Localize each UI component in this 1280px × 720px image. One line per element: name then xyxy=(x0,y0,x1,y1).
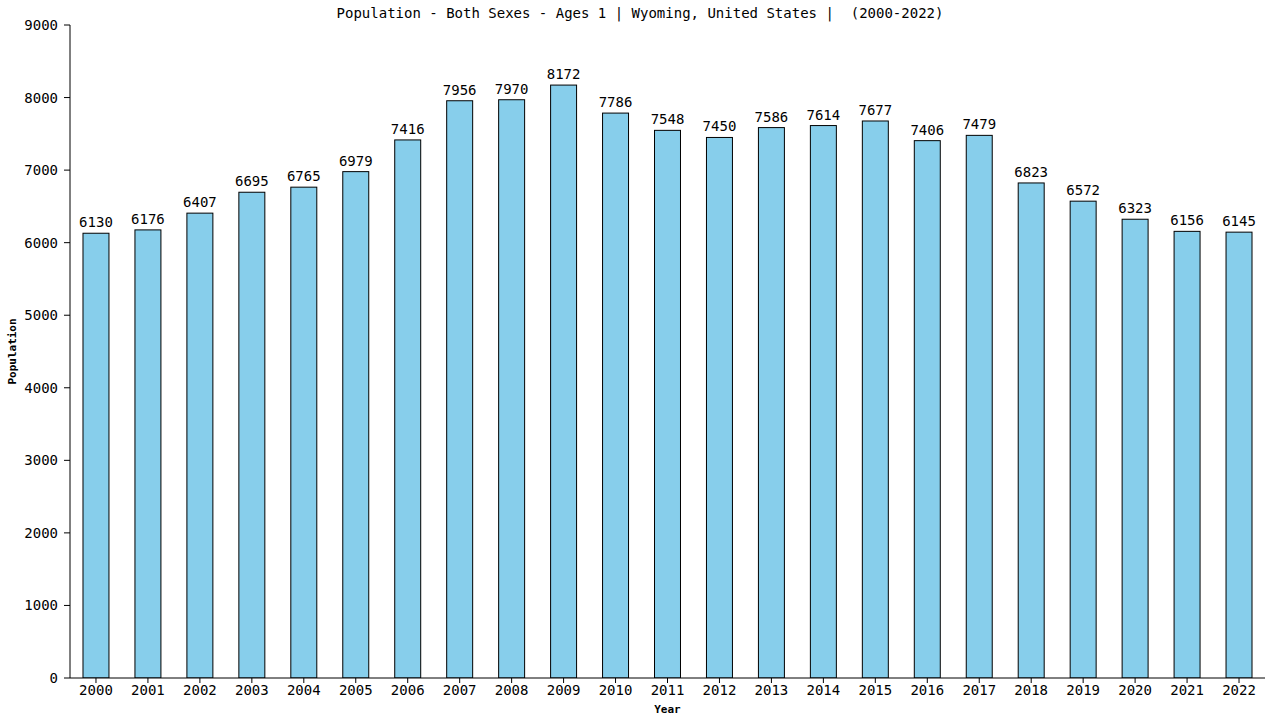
x-tick-label: 2021 xyxy=(1170,682,1204,698)
y-tick xyxy=(64,170,70,171)
y-tick-label: 0 xyxy=(50,670,58,686)
bar xyxy=(135,230,161,678)
bar xyxy=(758,128,784,678)
data-label: 7548 xyxy=(651,111,685,127)
y-tick xyxy=(64,678,70,679)
y-tick xyxy=(64,25,70,26)
data-label: 7970 xyxy=(495,81,529,97)
x-axis xyxy=(70,678,1265,679)
y-tick-label: 1000 xyxy=(24,597,58,613)
x-tick-label: 2016 xyxy=(910,682,944,698)
bar xyxy=(447,101,473,678)
x-tick-label: 2000 xyxy=(79,682,113,698)
bar xyxy=(343,172,369,678)
data-label: 6323 xyxy=(1118,200,1152,216)
bar xyxy=(1174,231,1200,678)
data-label: 7416 xyxy=(391,121,425,137)
bars xyxy=(83,85,1252,678)
x-axis-label: Year xyxy=(654,703,681,716)
bar xyxy=(810,126,836,678)
bar xyxy=(655,130,681,678)
data-label: 8172 xyxy=(547,66,581,82)
data-label: 6156 xyxy=(1170,212,1204,228)
data-label: 7614 xyxy=(807,107,841,123)
data-label: 6145 xyxy=(1222,213,1256,229)
bar xyxy=(862,121,888,678)
y-tick-label: 7000 xyxy=(24,162,58,178)
data-label: 6407 xyxy=(183,194,217,210)
x-tick-label: 2002 xyxy=(183,682,217,698)
data-label: 7450 xyxy=(703,118,737,134)
x-tick-label: 2001 xyxy=(131,682,165,698)
x-tick-label: 2007 xyxy=(443,682,477,698)
x-tick-label: 2015 xyxy=(858,682,892,698)
y-tick-label: 5000 xyxy=(24,307,58,323)
x-tick-label: 2005 xyxy=(339,682,373,698)
y-tick-label: 2000 xyxy=(24,525,58,541)
data-label: 6176 xyxy=(131,211,165,227)
chart-container: Population - Both Sexes - Ages 1 | Wyomi… xyxy=(0,0,1280,720)
y-axis-label: Population xyxy=(6,318,19,384)
data-label: 7956 xyxy=(443,82,477,98)
chart-svg: Population - Both Sexes - Ages 1 | Wyomi… xyxy=(0,0,1280,720)
bar xyxy=(187,213,213,678)
bar xyxy=(1018,183,1044,678)
data-label: 6979 xyxy=(339,153,373,169)
x-tick-label: 2010 xyxy=(599,682,633,698)
bar xyxy=(706,137,732,678)
data-label: 6823 xyxy=(1014,164,1048,180)
bar xyxy=(551,85,577,678)
data-label: 6130 xyxy=(79,214,113,230)
data-label: 6572 xyxy=(1066,182,1100,198)
bar xyxy=(291,187,317,678)
x-tick-label: 2019 xyxy=(1066,682,1100,698)
x-tick-label: 2017 xyxy=(962,682,996,698)
x-tick-label: 2013 xyxy=(755,682,789,698)
x-tick-label: 2022 xyxy=(1222,682,1256,698)
x-tick-label: 2012 xyxy=(703,682,737,698)
data-label: 7786 xyxy=(599,94,633,110)
data-label: 6765 xyxy=(287,168,321,184)
data-label: 7677 xyxy=(858,102,892,118)
data-label: 7479 xyxy=(962,116,996,132)
bar xyxy=(1122,219,1148,678)
data-label: 6695 xyxy=(235,173,269,189)
data-label: 7586 xyxy=(755,109,789,125)
bar xyxy=(83,233,109,678)
chart-title: Population - Both Sexes - Ages 1 | Wyomi… xyxy=(337,5,944,22)
bar xyxy=(603,113,629,678)
x-tick-label: 2006 xyxy=(391,682,425,698)
bar xyxy=(395,140,421,678)
x-tick-label: 2009 xyxy=(547,682,581,698)
bar xyxy=(966,135,992,678)
y-tick xyxy=(64,460,70,461)
y-tick xyxy=(64,242,70,243)
x-tick-label: 2008 xyxy=(495,682,529,698)
y-tick-label: 4000 xyxy=(24,380,58,396)
bar xyxy=(1226,232,1252,678)
y-tick xyxy=(64,97,70,98)
y-tick xyxy=(64,387,70,388)
y-tick-label: 8000 xyxy=(24,90,58,106)
y-tick xyxy=(64,532,70,533)
x-tick-label: 2014 xyxy=(807,682,841,698)
y-tick-label: 6000 xyxy=(24,235,58,251)
y-tick xyxy=(64,605,70,606)
bar xyxy=(499,100,525,678)
bar xyxy=(1070,201,1096,678)
y-tick-label: 9000 xyxy=(24,17,58,33)
x-tick-label: 2020 xyxy=(1118,682,1152,698)
y-axis xyxy=(70,25,71,678)
x-tick-label: 2018 xyxy=(1014,682,1048,698)
x-tick-label: 2011 xyxy=(651,682,685,698)
bar xyxy=(914,141,940,678)
data-label: 7406 xyxy=(910,122,944,138)
x-tick-label: 2004 xyxy=(287,682,321,698)
bar xyxy=(239,192,265,678)
y-tick-label: 3000 xyxy=(24,452,58,468)
y-tick xyxy=(64,315,70,316)
x-tick-label: 2003 xyxy=(235,682,269,698)
